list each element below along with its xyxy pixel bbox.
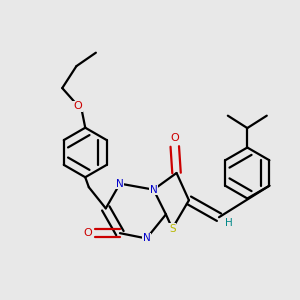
Text: N: N: [150, 184, 158, 195]
Text: O: O: [170, 133, 179, 142]
Text: S: S: [169, 224, 175, 234]
Text: N: N: [116, 178, 124, 189]
Text: O: O: [73, 101, 82, 112]
Text: H: H: [225, 218, 233, 227]
Text: N: N: [142, 233, 150, 244]
Text: O: O: [83, 228, 92, 238]
